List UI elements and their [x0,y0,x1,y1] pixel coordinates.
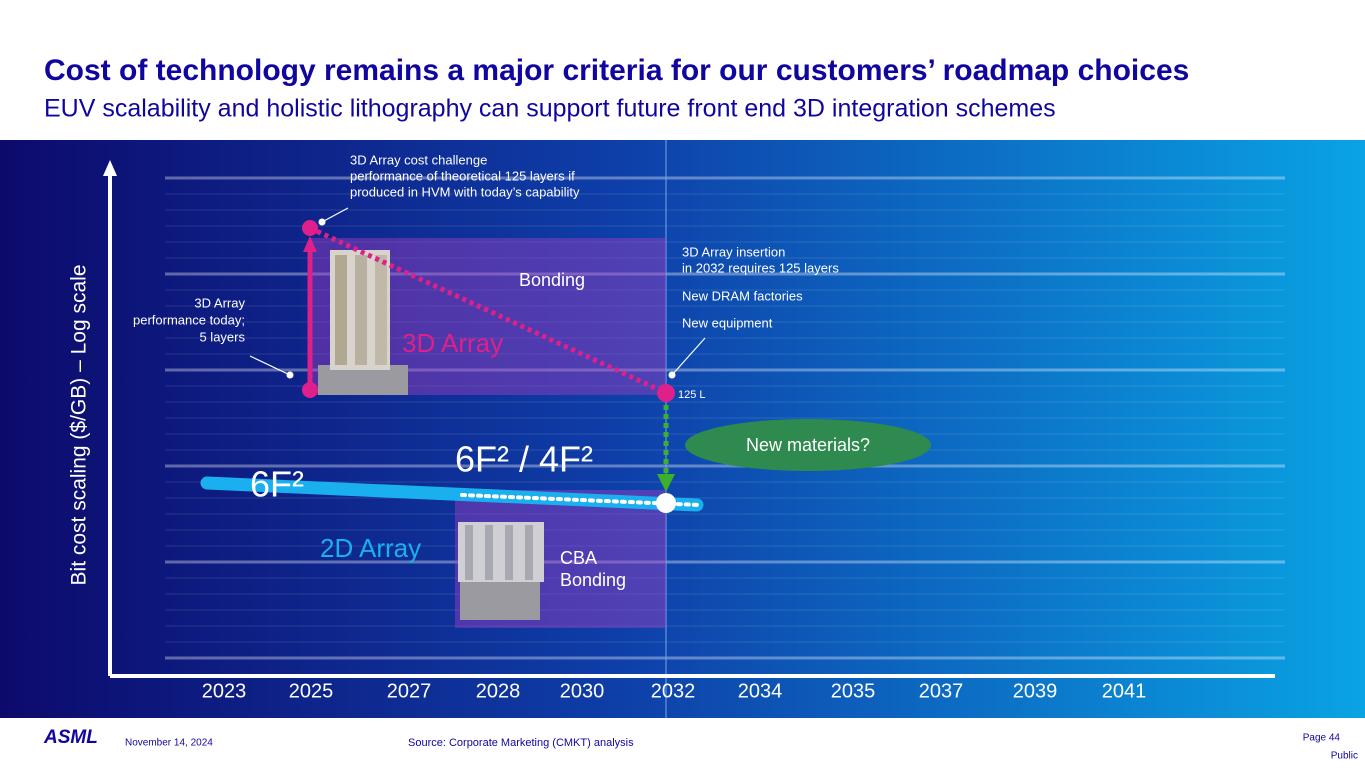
annotation: New DRAM factories [682,288,803,303]
x-label: 2034 [738,680,783,702]
cba-line: CBA [560,548,597,568]
chip-2d [458,522,544,620]
point [302,382,318,398]
source: Source: Corporate Marketing (CMKT) analy… [408,737,634,749]
x-label: 2023 [202,680,247,702]
array-3d-label: 3D Array [402,328,503,358]
annotation: in 2032 requires 125 layers [682,260,839,275]
title: Cost of technology remains a major crite… [44,54,1189,87]
point [657,384,675,402]
x-label: 2037 [919,680,964,702]
page: Page 44 [1303,733,1341,744]
leader-dot [668,371,676,379]
point [656,493,676,513]
cost-line [308,225,668,396]
annotation: 3D Array insertion [682,244,785,259]
chip-3d [318,250,408,395]
annotation: 5 layers [199,329,245,344]
array-2d-label: 2D Array [320,533,421,563]
x-labels: 2023 2025 2027 2028 2030 2032 2034 2035 2037 2039… [202,680,1147,702]
new-materials: New materials? [746,435,870,455]
layers-label: 125 L [678,389,706,401]
materials-bubble [685,419,931,471]
cba-line: Bonding [560,570,626,590]
leader-dot [318,218,326,226]
leader-dot [286,371,294,379]
x-label: 2027 [387,680,432,702]
bonding: Bonding [519,270,585,290]
arrow-head [657,474,675,492]
annotation: produced in HVM with today’s capability [350,184,580,199]
classification: Public [1331,751,1358,762]
x-label: 2039 [1013,680,1058,702]
annotation: performance today; [133,312,245,327]
y-axis-label: Bit cost scaling ($/GB) – Log scale [68,265,91,586]
annotation: 3D Array cost challenge [350,152,487,167]
x-label: 2041 [1102,680,1147,702]
annotation: 3D Array [194,295,245,310]
x-label: 2030 [560,680,605,702]
leader [671,337,706,376]
f6-label: 6F² [250,464,304,505]
f6-f4-label: 6F² / 4F² [455,439,593,480]
leader [249,355,291,376]
x-label: 2032 [651,680,696,702]
annotation: New equipment [682,315,773,330]
x-label: 2025 [289,680,334,702]
x-label: 2028 [476,680,521,702]
point [302,220,318,236]
date: November 14, 2024 [125,738,213,749]
logo: ASML [43,727,98,748]
leader [321,207,349,223]
panel [0,140,1365,718]
annotation: performance of theoretical 125 layers if [350,168,575,183]
subtitle: EUV scalability and holistic lithography… [44,95,1056,123]
arrow-head [303,236,317,252]
y-axis-arrow [103,160,117,176]
x-label: 2035 [831,680,876,702]
